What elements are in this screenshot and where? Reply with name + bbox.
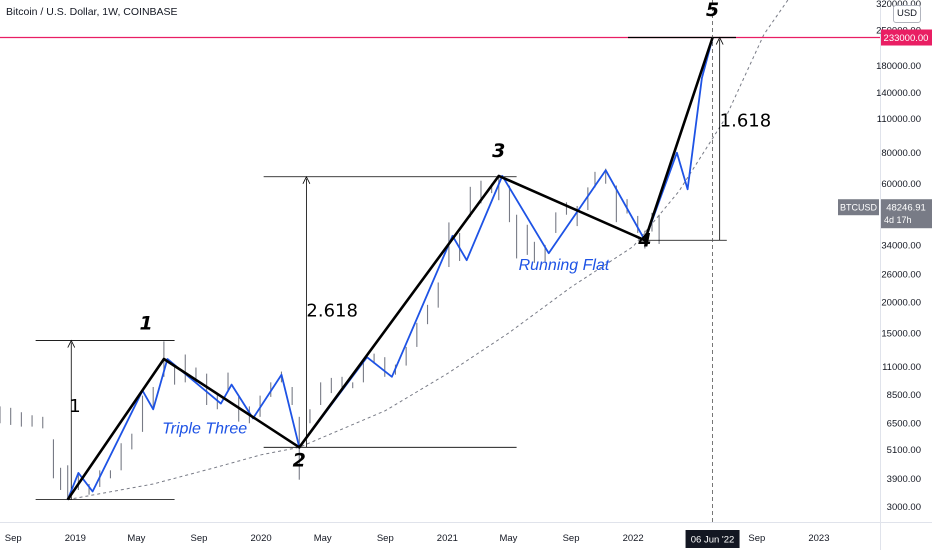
time-tick-label: Sep	[5, 533, 22, 544]
price-tick-label: 5100.00	[887, 445, 921, 456]
time-tick-label: May	[499, 533, 517, 544]
fib-ratio-label: 2.618	[306, 301, 358, 322]
wave-label-2: 2	[293, 450, 306, 472]
price-tick-label: 8500.00	[887, 390, 921, 401]
target-price-label: 233000.00	[884, 33, 929, 44]
symbol-tag-label: BTCUSD	[840, 203, 878, 213]
price-tick-label: 80000.00	[881, 148, 921, 159]
axis-unit-badge[interactable]: USD	[893, 5, 921, 23]
price-tick-label: 6500.00	[887, 419, 921, 430]
time-tick-label: May	[314, 533, 332, 544]
wave-label-4: 4	[637, 230, 651, 252]
price-tick-label: 20000.00	[881, 298, 921, 309]
price-tick-label: 15000.00	[881, 329, 921, 340]
annotations: 1 2 3 4 5 1 2.618 1.618 Triple Three Running Flat	[69, 0, 771, 472]
time-tick-label: Sep	[563, 533, 580, 544]
fib-ratio-label: 1.618	[720, 111, 772, 132]
time-tick-label: 2019	[65, 533, 86, 544]
price-tick-label: 60000.00	[881, 179, 921, 190]
growth-curve	[67, 0, 789, 501]
price-tick-label: 180000.00	[876, 61, 921, 72]
crosshair-date-box	[685, 530, 740, 548]
time-tick-label: 2020	[251, 533, 272, 544]
last-price-label: 48246.91	[886, 203, 926, 214]
time-tick-label: 2021	[437, 533, 458, 544]
bar-countdown-label: 4d 17h	[884, 215, 912, 225]
wave-label-1: 1	[139, 313, 152, 335]
fib-arrow-head	[302, 175, 311, 184]
price-tick-label: 34000.00	[881, 240, 921, 251]
time-tick-label: May	[127, 533, 145, 544]
pattern-label: Triple Three	[162, 421, 247, 438]
ohlc-bars	[0, 168, 660, 498]
pattern-label: Running Flat	[519, 257, 610, 274]
growth-curve-line	[67, 0, 789, 501]
price-tick-label: 3000.00	[887, 502, 921, 513]
time-tick-label: 2022	[623, 533, 644, 544]
impulse-path[interactable]	[66, 37, 714, 501]
time-tick-label: Sep	[377, 533, 394, 544]
impulse-line	[66, 37, 714, 501]
price-tick-label: 110000.00	[877, 114, 921, 125]
time-tick-label: Sep	[191, 533, 208, 544]
price-tick-label: 11000.00	[882, 362, 921, 373]
fib-arrow-head	[67, 339, 76, 348]
price-tick-label: 140000.00	[876, 88, 921, 99]
symbol-tag-box	[838, 199, 879, 216]
wave-label-5: 5	[706, 0, 719, 21]
crosshair-date-label: 06 Jun '22	[691, 535, 735, 546]
price-tick-label: 26000.00	[881, 269, 921, 280]
wave-label-3: 3	[492, 140, 505, 162]
last-price-box	[881, 199, 932, 229]
symbol-title: Bitcoin / U.S. Dollar, 1W, COINBASE	[6, 6, 178, 18]
price-tick-label: 3900.00	[887, 474, 921, 485]
target-price-box	[881, 29, 932, 46]
fib-ratio-label: 1	[69, 396, 80, 417]
time-tick-label: 2023	[808, 533, 829, 544]
fib-extension-tools[interactable]	[0, 0, 880, 522]
time-tick-label: Sep	[748, 533, 765, 544]
price-tick-label: 320000.00	[876, 0, 921, 10]
